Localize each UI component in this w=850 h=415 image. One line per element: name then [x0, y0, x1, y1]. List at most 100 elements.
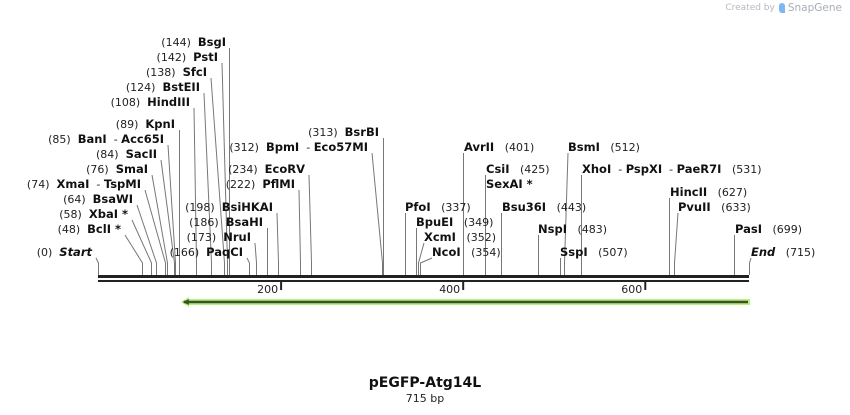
site-label[interactable]: PfoI (337)	[405, 200, 471, 214]
snapgene-logo-icon	[778, 3, 785, 13]
map-title: pEGFP-Atg14L	[368, 375, 482, 391]
enzyme-name: NspI	[538, 222, 567, 236]
spacer	[259, 141, 266, 154]
spacer	[71, 133, 78, 146]
enzyme-name: NruI	[223, 230, 251, 244]
site-label[interactable]: End (715)	[751, 245, 815, 259]
site-label[interactable]: (313) BsrBI	[308, 125, 379, 139]
site-label[interactable]: XhoI - PspXI - PaeR7I (531)	[582, 162, 762, 176]
enzyme-name: BsrBI	[345, 125, 379, 139]
site-label[interactable]: PvuII (633)	[678, 200, 751, 214]
site-position: (186)	[189, 216, 219, 229]
site-label[interactable]: NspI (483)	[538, 222, 607, 236]
site-label[interactable]: (58) XbaI *	[59, 207, 128, 221]
site-label[interactable]: (76) SmaI	[86, 162, 148, 176]
site-label[interactable]: (124) BstEII	[126, 80, 200, 94]
site-label[interactable]: (84) SacII	[96, 147, 157, 161]
site-leader-line	[371, 152, 383, 275]
spacer	[215, 201, 222, 214]
site-label[interactable]: (48) BclI *	[58, 222, 121, 236]
site-position: (108)	[111, 96, 141, 109]
enzyme-name: PaqCI	[206, 245, 243, 259]
site-label[interactable]: (89) KpnI	[116, 117, 175, 131]
site-label[interactable]: (166) PaqCI	[170, 245, 243, 259]
site-label[interactable]: (222) PflMI	[226, 177, 295, 191]
site-label[interactable]: (64) BsaWI	[63, 192, 133, 206]
site-label[interactable]: Bsu36I (443)	[502, 200, 586, 214]
enzyme-name: XcmI	[424, 230, 456, 244]
ruler-tick	[644, 282, 647, 290]
site-position: (337)	[431, 201, 471, 214]
site-label[interactable]: CsiI (425)	[486, 162, 550, 176]
site-label[interactable]: PasI (699)	[735, 222, 802, 236]
site-label[interactable]: BsmI (512)	[568, 140, 640, 154]
spacer	[80, 223, 87, 236]
site-label[interactable]: NcoI (354)	[432, 245, 501, 259]
spacer	[219, 216, 226, 229]
site-label[interactable]: (142) PstI	[157, 50, 218, 64]
site-leader-line	[246, 257, 250, 275]
site-label[interactable]: (312) BpmI - Eco57MI	[229, 140, 368, 154]
site-label[interactable]: XcmI (352)	[424, 230, 496, 244]
site-position: (85)	[48, 133, 71, 146]
spacer	[199, 246, 206, 259]
site-position: (124)	[126, 81, 156, 94]
site-leader-line	[564, 152, 569, 275]
site-label[interactable]: (144) BsgI	[161, 35, 226, 49]
site-label[interactable]: AvrII (401)	[464, 140, 534, 154]
site-position: (0)	[37, 246, 53, 259]
site-label[interactable]: (234) EcoRV	[228, 162, 305, 176]
site-label[interactable]: HincII (627)	[670, 185, 747, 199]
site-label[interactable]: SspI (507)	[560, 245, 628, 259]
site-position: (352)	[456, 231, 496, 244]
enzyme-name: SfcI	[183, 65, 207, 79]
spacer	[191, 36, 198, 49]
site-position: (633)	[711, 201, 751, 214]
enzyme-name: HincII	[670, 185, 707, 199]
enzyme-name: EcoRV	[265, 162, 305, 176]
site-label[interactable]: (74) XmaI - TspMI	[27, 177, 141, 191]
enzyme-name: BclI *	[87, 222, 121, 236]
site-leader-line	[254, 242, 257, 275]
site-label[interactable]: (138) SfcI	[146, 65, 207, 79]
ruler-tick-label: 600	[621, 283, 642, 296]
map-length: 715 bp	[405, 392, 445, 405]
credit-prefix: Created by	[725, 3, 775, 13]
snapgene-credit: Created by SnapGene	[725, 2, 842, 14]
site-position: (483)	[567, 223, 607, 236]
site-label[interactable]: (186) BsaHI	[189, 215, 263, 229]
spacer	[338, 126, 345, 139]
site-leader-line	[144, 189, 166, 275]
site-label[interactable]: (198) BsiHKAI	[185, 200, 273, 214]
spacer	[119, 148, 126, 161]
site-label[interactable]: BpuEI (349)	[416, 215, 493, 229]
enzyme-name: BsgI	[198, 35, 226, 49]
enzyme-name-extra[interactable]: SexAI *	[486, 177, 533, 191]
ruler-tick-label: 200	[257, 283, 278, 296]
site-label[interactable]: (173) NruI	[187, 230, 251, 244]
enzyme-name: PspXI	[626, 162, 662, 176]
spacer	[255, 178, 262, 191]
site-position: (349)	[453, 216, 493, 229]
enzyme-name: Acc65I	[121, 132, 164, 146]
site-position: (715)	[775, 246, 815, 259]
backbone-top-strand	[98, 275, 749, 278]
enzyme-name: XbaI *	[89, 207, 128, 221]
backbone-bottom-strand	[98, 280, 749, 282]
site-label[interactable]: (85) BanI - Acc65I	[48, 132, 164, 146]
site-position: (89)	[116, 118, 139, 131]
site-label[interactable]: (0) Start	[37, 245, 93, 259]
site-position: (313)	[308, 126, 338, 139]
feature-arrow[interactable]	[180, 297, 750, 307]
site-label[interactable]: (108) HindIII	[111, 95, 190, 109]
name-separator: -	[611, 163, 625, 176]
site-leader-line	[136, 204, 157, 275]
map-title-block: pEGFP-Atg14L 715 bp	[0, 375, 850, 405]
spacer	[155, 81, 162, 94]
enzyme-name: AvrII	[464, 140, 494, 154]
ruler-tick	[280, 282, 283, 290]
enzyme-name: HindIII	[147, 95, 190, 109]
site-leader-line	[193, 107, 197, 275]
spacer	[50, 178, 57, 191]
spacer	[52, 246, 59, 259]
